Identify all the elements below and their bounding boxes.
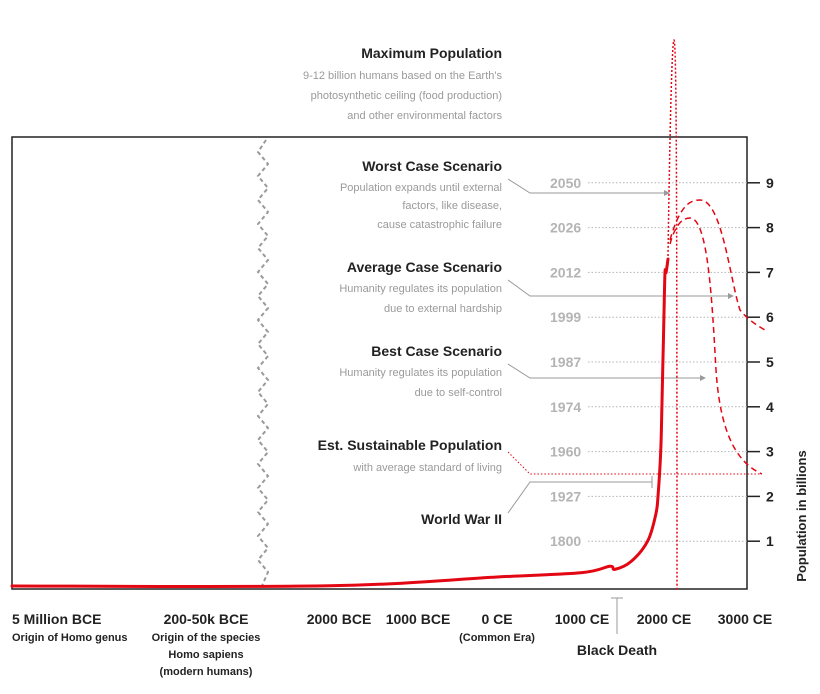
y-axis: 1 2 3 4 5 6 7 8 9 [747,175,774,549]
y-tick-label: 8 [766,220,774,236]
best-case-title: Best Case Scenario [371,343,502,359]
x-tick-sublabel: Origin of the species [152,632,261,644]
y-tick-label: 2 [766,488,774,504]
average-case-annotation: Average Case Scenario Humanity regulates… [339,259,502,315]
best-case-line-2: due to self-control [415,387,502,399]
milestone-year-label: 1800 [550,533,581,549]
sustainable-title: Est. Sustainable Population [318,437,502,453]
worst-case-annotation: Worst Case Scenario Population expands u… [340,158,502,231]
average-case-curve [669,217,763,475]
milestone-year-label: 1960 [550,444,581,460]
y-tick-label: 4 [766,399,774,415]
best-case-line-1: Humanity regulates its population [339,367,502,379]
y-tick-label: 5 [766,354,774,370]
x-axis: 5 Million BCE Origin of Homo genus 200-50k… [12,611,772,678]
x-tick-sublabel: Origin of Homo genus [12,632,128,644]
maximum-population-line-3: and other environmental factors [347,110,502,122]
milestone-year-label: 2012 [550,264,581,280]
sustainable-population-annotation: Est. Sustainable Population with average… [318,437,502,474]
worst-case-arrow [507,178,664,194]
average-case-title: Average Case Scenario [347,259,502,275]
black-death-label: Black Death [577,642,657,658]
world-war-ii-connector [507,481,652,514]
milestone-years: 2050 2026 2012 1999 1987 1974 1960 1927 1800 [550,175,747,549]
x-tick-label: 200-50k BCE [164,611,249,627]
y-tick-label: 9 [766,175,774,191]
sustainable-line-1: with average standard of living [352,462,502,474]
x-tick-label: 3000 CE [718,611,772,627]
x-tick-label: 0 CE [481,611,512,627]
maximum-population-line-2: photosynthetic ceiling (food production) [311,90,502,102]
x-tick-label: 5 Million BCE [12,611,101,627]
average-case-line-1: Humanity regulates its population [339,283,502,295]
scenario-connectors [507,178,734,634]
best-case-arrowhead [700,375,706,381]
plot-frame [11,136,748,590]
worst-case-title: Worst Case Scenario [362,158,502,174]
world-war-ii-label: World War II [421,511,502,527]
best-case-annotation: Best Case Scenario Humanity regulates it… [339,343,502,399]
x-tick-label: 2000 CE [637,611,691,627]
milestone-year-label: 2050 [550,175,581,191]
worst-case-line-1: Population expands until external [340,182,502,194]
best-case-arrow [507,363,700,379]
worst-case-line-3: cause catastrophic failure [377,219,502,231]
y-tick-label: 7 [766,264,774,280]
x-tick-sublabel: (modern humans) [160,666,253,678]
y-tick-label: 3 [766,444,774,460]
y-axis-label: Population in billions [794,450,809,581]
milestone-year-label: 1999 [550,309,581,325]
average-case-arrow [507,279,728,297]
y-tick-label: 6 [766,309,774,325]
milestone-year-label: 1987 [550,354,581,370]
x-tick-label: 2000 BCE [307,611,372,627]
maximum-population-annotation: Maximum Population 9-12 billion humans b… [303,45,503,122]
maximum-population-title: Maximum Population [361,45,502,61]
y-tick-label: 1 [766,533,774,549]
worst-case-curve [669,199,766,331]
average-case-arrowhead [728,293,734,299]
milestone-year-label: 1974 [550,399,581,415]
population-history-line [10,257,670,589]
milestone-year-label: 2026 [550,220,581,236]
worst-case-line-2: factors, like disease, [402,200,502,212]
x-tick-label: 1000 BCE [386,611,451,627]
milestone-year-label: 1927 [550,488,581,504]
x-tick-sublabel: (Common Era) [459,632,535,644]
x-tick-sublabel: Homo sapiens [168,649,243,661]
average-case-line-2: due to external hardship [384,303,502,315]
maximum-population-line-1: 9-12 billion humans based on the Earth's [303,70,503,82]
worst-case-arrowhead [664,190,670,196]
maximum-population-curve [667,38,678,591]
sustainable-population-line [507,451,762,475]
x-tick-label: 1000 CE [555,611,609,627]
axis-break-zigzag [256,139,270,587]
